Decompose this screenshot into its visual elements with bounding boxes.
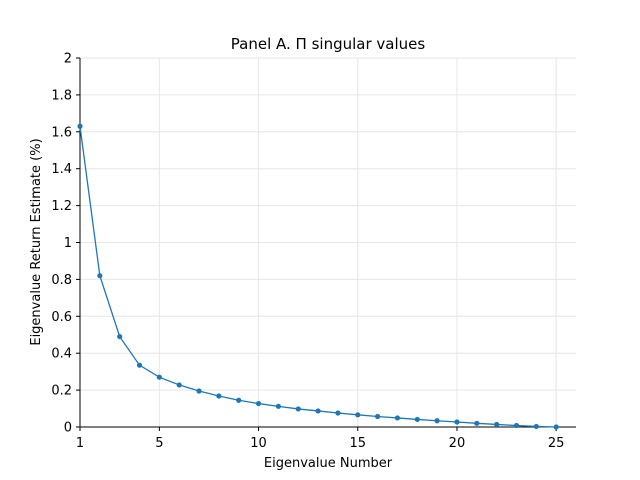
data-point: [236, 397, 242, 403]
y-tick-label: 1.2: [51, 199, 72, 214]
y-tick-label: 2: [64, 52, 72, 67]
data-point: [275, 403, 281, 409]
y-tick-label: 0.4: [51, 347, 72, 362]
y-axis-label: Eigenvalue Return Estimate (%): [29, 138, 44, 345]
series-line: [79, 126, 557, 428]
data-point: [533, 423, 539, 430]
x-axis-ticks: 1 5 10 15 20 25: [76, 427, 565, 451]
x-tick-label: 10: [250, 436, 267, 451]
y-tick-label: 0.8: [51, 273, 72, 288]
grid: [79, 57, 576, 428]
x-tick-label: 5: [155, 436, 163, 451]
data-point: [414, 416, 420, 423]
y-tick-label: 1.6: [51, 125, 72, 140]
y-tick-label: 0: [64, 421, 72, 436]
y-tick-label: 1.8: [51, 88, 72, 103]
data-point: [295, 406, 301, 412]
data-point: [394, 415, 401, 421]
data-point: [454, 419, 460, 425]
x-axis-label: Eigenvalue Number: [264, 456, 393, 471]
data-point: [255, 400, 262, 407]
data-point: [513, 422, 520, 429]
data-point: [375, 413, 381, 420]
x-tick-label: 1: [76, 436, 84, 451]
series: [77, 123, 559, 430]
y-tick-label: 0.2: [51, 384, 72, 399]
x-tick-label: 15: [349, 436, 366, 451]
data-point: [117, 333, 123, 340]
data-point: [196, 388, 202, 394]
data-point: [494, 421, 500, 428]
data-point: [77, 123, 83, 129]
data-point: [434, 418, 440, 424]
y-tick-label: 0.6: [51, 310, 72, 325]
chart-title: Panel A. Π singular values: [231, 35, 426, 53]
x-tick-label: 20: [449, 436, 466, 451]
y-tick-label: 1.4: [51, 162, 72, 177]
data-point: [176, 382, 182, 388]
data-point: [97, 273, 103, 279]
data-point: [216, 393, 222, 399]
data-point: [553, 424, 559, 430]
data-point: [474, 420, 480, 426]
data-point: [136, 362, 143, 368]
data-point: [355, 412, 361, 418]
data-point: [315, 408, 321, 414]
y-axis-ticks: 0 0.2 0.4 0.6 0.8 1 1.2 1.4 1.6 1.8 2: [51, 52, 80, 436]
data-point: [335, 410, 341, 416]
y-tick-label: 1: [64, 236, 72, 251]
data-point: [156, 374, 162, 380]
x-tick-label: 25: [548, 436, 565, 451]
